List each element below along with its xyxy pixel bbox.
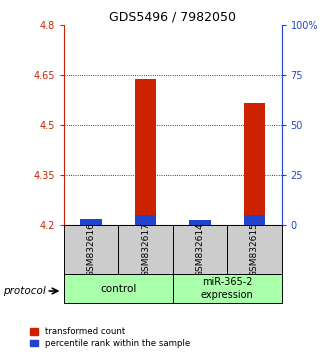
Bar xyxy=(244,103,265,225)
Bar xyxy=(135,216,156,225)
Bar xyxy=(80,221,102,225)
Text: control: control xyxy=(100,284,137,293)
Bar xyxy=(80,219,102,225)
Text: GSM832616: GSM832616 xyxy=(87,222,96,277)
Legend: transformed count, percentile rank within the sample: transformed count, percentile rank withi… xyxy=(30,327,190,348)
Text: GSM832617: GSM832617 xyxy=(141,222,150,277)
Bar xyxy=(64,274,173,303)
Text: protocol: protocol xyxy=(3,286,46,296)
Bar xyxy=(135,79,156,225)
Bar xyxy=(173,225,227,274)
Text: GSM832614: GSM832614 xyxy=(196,222,204,277)
Bar xyxy=(189,223,211,225)
Bar xyxy=(244,216,265,225)
Bar xyxy=(189,221,211,225)
Bar xyxy=(227,225,282,274)
Bar xyxy=(64,225,118,274)
Text: miR-365-2
expression: miR-365-2 expression xyxy=(201,277,253,300)
Bar xyxy=(118,225,173,274)
Title: GDS5496 / 7982050: GDS5496 / 7982050 xyxy=(109,11,236,24)
Text: GSM832615: GSM832615 xyxy=(250,222,259,277)
Bar xyxy=(173,274,282,303)
